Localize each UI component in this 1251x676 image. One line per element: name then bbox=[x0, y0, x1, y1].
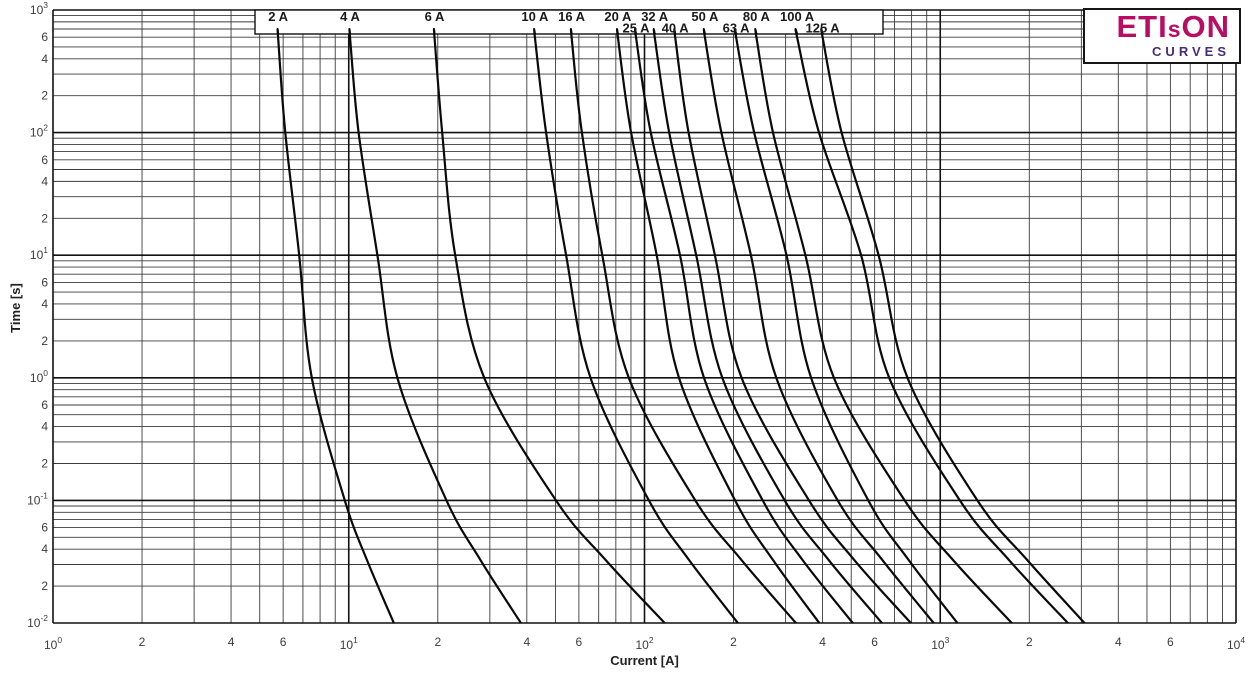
curve-50a bbox=[702, 28, 935, 623]
curve-20a bbox=[615, 28, 821, 623]
x-tick-2e0: 2 bbox=[139, 635, 146, 649]
x-tick-6e2: 6 bbox=[871, 635, 878, 649]
y-tick-10e2: 102 bbox=[30, 123, 48, 140]
y-tick-2e2: 2 bbox=[41, 89, 48, 103]
curve-10a bbox=[532, 28, 739, 623]
curve-80a bbox=[754, 28, 1013, 623]
x-tick-2e3: 2 bbox=[1026, 635, 1033, 649]
curve-125a bbox=[820, 28, 1086, 623]
x-tick-10e4: 104 bbox=[1227, 635, 1245, 652]
x-tick-2e2: 2 bbox=[730, 635, 737, 649]
rating-label-80a: 80 A bbox=[743, 9, 771, 24]
curve-63a bbox=[733, 28, 959, 623]
y-tick-4e2: 4 bbox=[41, 52, 48, 66]
y-tick-6e-2: 6 bbox=[41, 521, 48, 535]
grid-major bbox=[52, 9, 1237, 624]
y-tick-4e1: 4 bbox=[41, 174, 48, 188]
y-tick-4e-1: 4 bbox=[41, 420, 48, 434]
x-tick-10e3: 103 bbox=[931, 635, 949, 652]
logo-wordmark-small: s bbox=[1167, 16, 1182, 42]
y-axis-title: Time [s] bbox=[8, 283, 23, 333]
y-tick-10e3: 103 bbox=[30, 0, 48, 17]
y-tick-6e2: 6 bbox=[41, 30, 48, 44]
y-tick-4e0: 4 bbox=[41, 297, 48, 311]
rating-label-40a: 40 A bbox=[662, 21, 690, 36]
curve-6a bbox=[432, 28, 666, 623]
x-tick-6e3: 6 bbox=[1167, 635, 1174, 649]
rating-label-20a: 20 A bbox=[604, 9, 632, 24]
curve-32a bbox=[652, 28, 883, 623]
y-tick-10e-1: 10-1 bbox=[27, 490, 48, 507]
tick-labels: 100 2 4 6 101 2 4 6 102 2 4 6 103 2 4 6 104 103 2 4 6 102 2 4 6 1… bbox=[27, 0, 1245, 652]
rating-label-100a: 100 A bbox=[780, 9, 815, 24]
logo-wordmark: ETIsON bbox=[1116, 9, 1230, 44]
logo-wordmark-post: ON bbox=[1181, 9, 1230, 44]
brand-logo: ETIsON CURVES bbox=[1083, 8, 1241, 64]
x-tick-4e0: 4 bbox=[228, 635, 235, 649]
x-tick-2e1: 2 bbox=[434, 635, 441, 649]
x-tick-4e1: 4 bbox=[523, 635, 530, 649]
rating-label-band bbox=[254, 9, 884, 35]
rating-label-125a: 125 A bbox=[805, 21, 840, 36]
y-tick-6e0: 6 bbox=[41, 275, 48, 289]
rating-label-63a: 63 A bbox=[723, 21, 751, 36]
y-tick-6e1: 6 bbox=[41, 153, 48, 167]
y-tick-10e0: 100 bbox=[30, 368, 48, 385]
rating-label-10a: 10 A bbox=[521, 9, 549, 24]
rating-label-25a: 25 A bbox=[623, 21, 651, 36]
x-axis-title: Current [A] bbox=[610, 653, 679, 668]
y-tick-10e-2: 10-2 bbox=[27, 613, 48, 630]
rating-label-2a: 2 A bbox=[268, 9, 288, 24]
x-tick-10e0: 100 bbox=[44, 635, 62, 652]
curve-25a bbox=[633, 28, 854, 623]
rating-label-50a: 50 A bbox=[691, 9, 719, 24]
rating-label-32a: 32 A bbox=[641, 9, 669, 24]
rating-labels: 2 A 4 A 6 A 10 A 16 A 20 A25 A32 A40 A50 A 63 … bbox=[268, 9, 840, 36]
x-tick-10e2: 102 bbox=[635, 635, 653, 652]
y-tick-6e-1: 6 bbox=[41, 398, 48, 412]
x-tick-6e1: 6 bbox=[576, 635, 583, 649]
x-tick-10e1: 101 bbox=[340, 635, 358, 652]
curve-40a bbox=[673, 28, 912, 623]
y-tick-2e0: 2 bbox=[41, 334, 48, 348]
curve-4a bbox=[348, 28, 522, 623]
x-tick-6e0: 6 bbox=[280, 635, 287, 649]
x-tick-4e2: 4 bbox=[819, 635, 826, 649]
rating-label-6a: 6 A bbox=[425, 9, 445, 24]
y-tick-10e1: 101 bbox=[30, 245, 48, 262]
y-tick-2e-2: 2 bbox=[41, 579, 48, 593]
y-tick-2e1: 2 bbox=[41, 211, 48, 225]
curve-2a bbox=[276, 28, 395, 623]
logo-wordmark-pre: ETI bbox=[1116, 9, 1168, 44]
logo-subtitle: CURVES bbox=[1152, 44, 1230, 59]
y-tick-2e-1: 2 bbox=[41, 457, 48, 471]
rating-label-4a: 4 A bbox=[340, 9, 360, 24]
y-tick-4e-2: 4 bbox=[41, 542, 48, 556]
curve-100a bbox=[794, 28, 1069, 623]
x-tick-4e3: 4 bbox=[1115, 635, 1122, 649]
curve-16a bbox=[569, 28, 797, 623]
rating-label-16a: 16 A bbox=[558, 9, 586, 24]
fuse-curves bbox=[276, 28, 1086, 623]
